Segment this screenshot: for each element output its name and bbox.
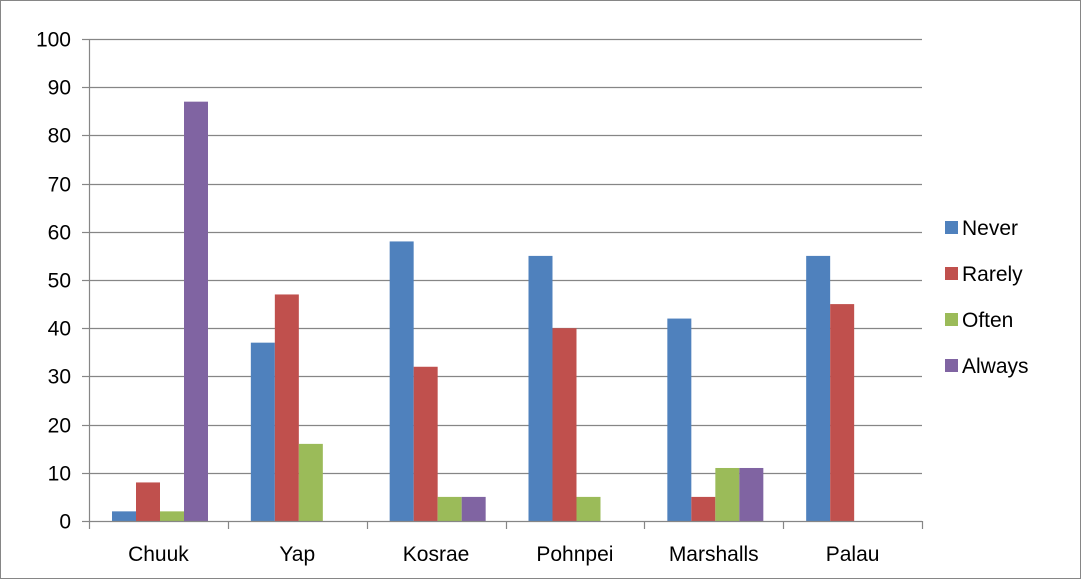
bar-never	[528, 255, 553, 521]
legend: Never Rarely Often Always	[945, 217, 1029, 378]
y-tick-label: 40	[48, 318, 71, 341]
bar-often	[160, 511, 184, 521]
gridlines	[89, 38, 922, 475]
y-tick-label: 70	[48, 174, 71, 197]
bar-rarely	[552, 328, 577, 521]
bar-rarely	[136, 482, 160, 521]
bar-always	[461, 496, 486, 521]
x-tick-label: Kosrae	[403, 543, 470, 566]
y-tick-label: 90	[48, 77, 71, 100]
x-tick-label: Palau	[826, 543, 880, 566]
legend-label-rarely: Rarely	[962, 263, 1023, 286]
legend-label-never: Never	[962, 217, 1018, 240]
x-tick-label: Yap	[279, 543, 315, 566]
bar-never	[389, 241, 414, 521]
bar-never	[112, 511, 136, 521]
y-tick-label: 0	[59, 511, 71, 534]
legend-swatch-rarely	[945, 267, 958, 280]
x-tick-label: Chuuk	[128, 543, 189, 566]
bar-never	[250, 342, 275, 521]
x-tick-label: Pohnpei	[536, 543, 613, 566]
bar-never	[806, 255, 831, 521]
legend-swatch-often	[945, 313, 958, 326]
bar-often	[715, 467, 740, 521]
bar-always	[184, 101, 208, 521]
y-tick-label: 20	[48, 415, 71, 438]
bars	[112, 101, 855, 521]
x-tick-labels: Chuuk Yap Kosrae Pohnpei Marshalls Palau	[128, 543, 879, 566]
y-tick-label: 30	[48, 366, 71, 389]
legend-swatch-never	[945, 221, 958, 234]
bar-often	[437, 496, 462, 521]
y-tick-label: 100	[36, 29, 71, 52]
legend-label-often: Often	[962, 309, 1013, 332]
legend-label-always: Always	[962, 355, 1029, 378]
bar-rarely	[274, 294, 299, 521]
bar-rarely	[830, 304, 855, 521]
bar-rarely	[691, 496, 716, 521]
y-tick-labels: 0 10 20 30 40 50 60 70 80 90 100	[36, 29, 71, 534]
x-tick-label: Marshalls	[669, 543, 759, 566]
axes	[82, 38, 924, 529]
y-tick-label: 80	[48, 125, 71, 148]
bar-rarely	[413, 366, 438, 521]
bar-never	[667, 318, 692, 521]
bar-often	[298, 443, 323, 521]
y-tick-label: 50	[48, 270, 71, 293]
y-tick-label: 60	[48, 222, 71, 245]
bar-often	[576, 496, 601, 521]
bar-always	[739, 467, 764, 521]
y-tick-label: 10	[48, 463, 71, 486]
legend-swatch-always	[945, 359, 958, 372]
